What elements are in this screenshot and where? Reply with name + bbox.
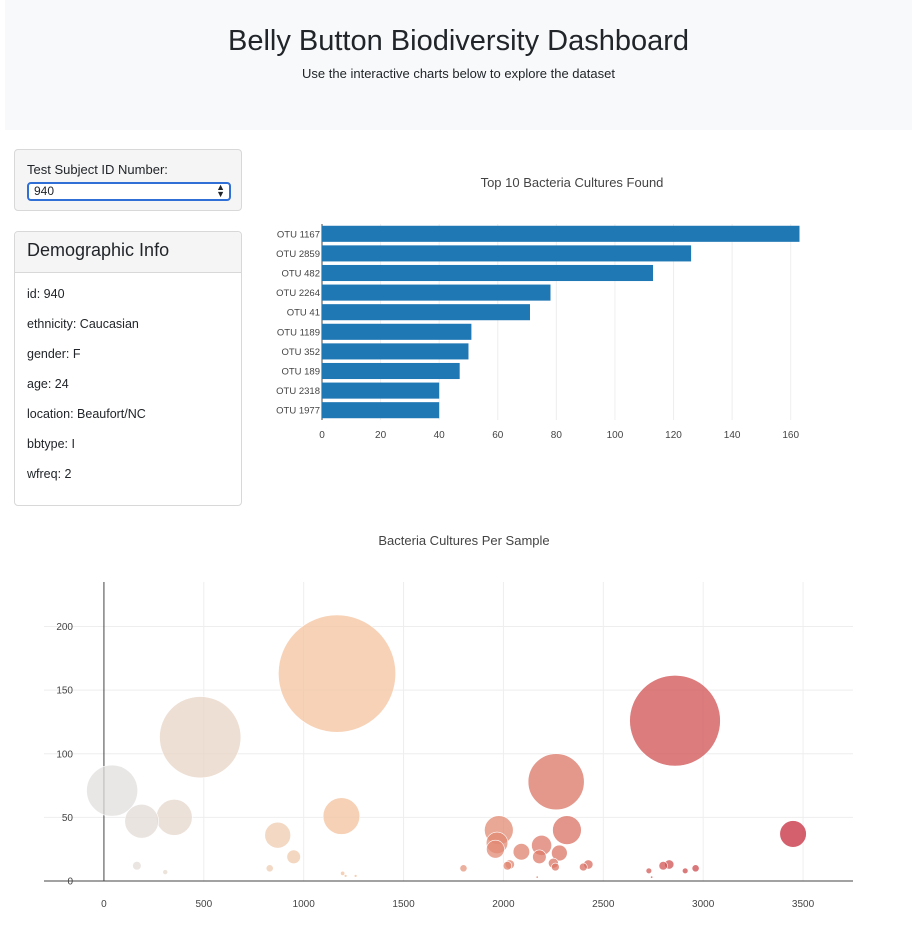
- bubble-y-tick-label: 0: [67, 877, 73, 888]
- bubble-point: [658, 861, 668, 871]
- bubble-point: [579, 862, 588, 872]
- bubble-x-tick-label: 2500: [592, 899, 615, 910]
- bubble-point: [691, 864, 700, 873]
- page-title: Belly Button Biodiversity Dashboard: [227, 25, 689, 57]
- bubble-point: [322, 797, 361, 835]
- bar-category-label: OTU 2318: [276, 386, 320, 397]
- demographic-row-age: age: 24: [27, 377, 69, 391]
- bubble-point: [486, 839, 505, 859]
- bubble-point: [124, 803, 159, 839]
- bar-otu-2318: [322, 382, 440, 399]
- demographic-row-wfreq: wfreq: 2: [27, 467, 72, 481]
- bubble-point: [629, 675, 721, 767]
- bubble-point: [265, 864, 274, 873]
- bubble-point: [502, 861, 513, 871]
- bubble-point: [264, 821, 291, 849]
- subject-selector-label: Test Subject ID Number:: [27, 162, 168, 177]
- bar-chart-title: Top 10 Bacteria Cultures Found: [481, 175, 664, 190]
- bar-otu-1977: [322, 402, 440, 419]
- bubble-point: [343, 874, 348, 878]
- bubble-point: [86, 764, 138, 817]
- demographic-row-location: location: Beaufort/NC: [27, 407, 146, 421]
- bubble-x-tick-label: 0: [101, 899, 107, 910]
- bubble-point: [532, 849, 547, 864]
- subject-selector-panel: Test Subject ID Number: 940 ▲ ▼: [14, 149, 242, 211]
- bubble-point: [155, 799, 193, 836]
- bar-otu-482: [322, 264, 654, 282]
- bubble-x-tick-label: 3000: [692, 899, 715, 910]
- bar-otu-1189: [322, 323, 472, 340]
- bubble-point: [159, 696, 242, 779]
- bubble-point: [552, 815, 582, 845]
- demographic-info-panel: Demographic Info id: 940 ethnicity: Cauc…: [14, 231, 242, 506]
- bubble-point: [650, 875, 654, 879]
- demographic-info-header: Demographic Info: [15, 232, 241, 273]
- bar-category-label: OTU 482: [281, 269, 320, 280]
- bubble-y-tick-label: 200: [56, 622, 73, 633]
- demographic-row-gender: gender: F: [27, 347, 81, 361]
- bar-chart: Top 10 Bacteria Cultures Found 0 20 40 60 80…: [276, 175, 800, 441]
- bubble-chart: Bacteria Cultures Per Sample 0 500 1000 150…: [44, 533, 853, 910]
- bubble-point: [162, 869, 169, 875]
- bubble-x-tick-label: 3500: [792, 899, 815, 910]
- bubble-point: [682, 867, 689, 875]
- bubble-x-tick-label: 1000: [293, 899, 316, 910]
- bubble-y-tick-label: 100: [56, 749, 73, 760]
- bubble-point: [132, 861, 142, 871]
- bubble-point: [340, 870, 346, 876]
- bar-x-tick-label: 40: [434, 430, 446, 441]
- bar-x-tick-label: 80: [551, 430, 563, 441]
- bubble-point: [527, 753, 585, 811]
- bubble-point: [779, 820, 807, 848]
- bubble-point: [512, 843, 530, 861]
- bar-otu-2859: [322, 245, 692, 262]
- demographic-info-title: Demographic Info: [27, 240, 170, 260]
- subject-id-value: 940: [34, 184, 55, 198]
- demographic-row-ethnicity: ethnicity: Caucasian: [27, 317, 139, 331]
- bubble-x-tick-label: 1500: [392, 899, 415, 910]
- bar-x-tick-label: 0: [319, 430, 325, 441]
- bar-x-tick-label: 160: [782, 430, 799, 441]
- bubble-point: [551, 862, 560, 872]
- bubble-point: [459, 864, 468, 873]
- bubble-x-tick-label: 500: [195, 899, 212, 910]
- demographic-row-bbtype: bbtype: I: [27, 437, 75, 451]
- bar-category-label: OTU 2859: [276, 249, 320, 260]
- select-arrows-icon: ▲ ▼: [216, 182, 225, 199]
- bubble-point: [645, 867, 653, 875]
- bar-x-tick-label: 140: [724, 430, 741, 441]
- page-subtitle: Use the interactive charts below to expl…: [302, 66, 615, 81]
- page-header: Belly Button Biodiversity Dashboard Use …: [5, 0, 912, 130]
- bubble-point: [535, 875, 539, 879]
- bar-category-label: OTU 1977: [276, 406, 320, 417]
- bar-otu-41: [322, 304, 530, 321]
- bubble-y-tick-label: 150: [56, 686, 73, 697]
- bar-x-tick-label: 60: [492, 430, 504, 441]
- bar-x-tick-label: 120: [665, 430, 682, 441]
- bubble-x-tick-label: 2000: [492, 899, 515, 910]
- bubble-point: [551, 844, 568, 862]
- bar-category-label: OTU 189: [281, 367, 320, 378]
- bar-category-label: OTU 1189: [277, 327, 320, 338]
- bar-category-label: OTU 41: [287, 308, 320, 319]
- bubble-y-tick-label: 50: [62, 813, 74, 824]
- bar-otu-189: [322, 362, 460, 380]
- bar-category-label: OTU 1167: [277, 229, 320, 240]
- bar-x-tick-label: 20: [375, 430, 387, 441]
- demographic-row-id: id: 940: [27, 287, 65, 301]
- bubble-point: [278, 614, 397, 733]
- bar-category-label: OTU 2264: [276, 288, 320, 299]
- bar-otu-352: [322, 343, 469, 360]
- bubble-point: [353, 874, 358, 878]
- bar-category-label: OTU 352: [281, 347, 320, 358]
- bubble-chart-title: Bacteria Cultures Per Sample: [378, 533, 549, 548]
- subject-id-select[interactable]: 940 ▲ ▼: [27, 182, 231, 201]
- bubble-point: [286, 849, 301, 864]
- bar-x-tick-label: 100: [607, 430, 624, 441]
- bar-otu-1167: [322, 225, 800, 242]
- bar-otu-2264: [322, 284, 551, 301]
